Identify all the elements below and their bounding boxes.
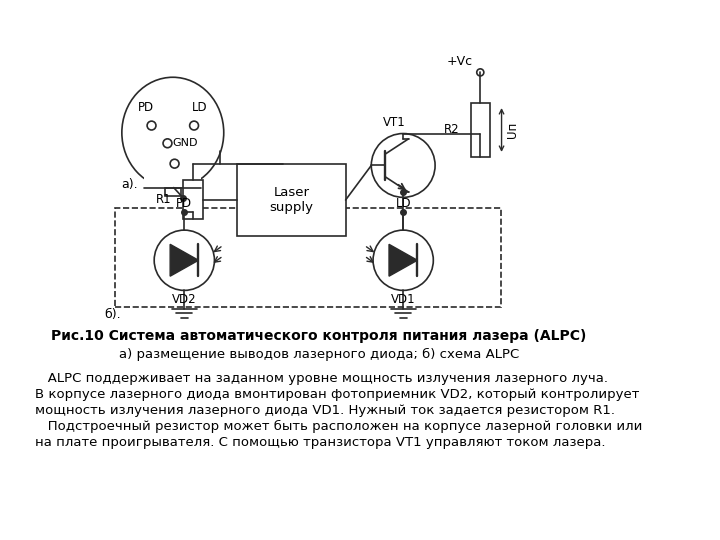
Bar [238, 164, 346, 237]
Text: б).: б). [104, 308, 121, 321]
Text: VD2: VD2 [172, 293, 197, 306]
Bar [471, 103, 490, 157]
Polygon shape [389, 244, 418, 276]
Text: +Vc: +Vc [447, 55, 473, 68]
Bar [145, 177, 201, 193]
Text: а) размещение выводов лазерного диода; б) схема ALPC: а) размещение выводов лазерного диода; б… [119, 348, 519, 361]
Text: LD: LD [192, 102, 207, 114]
Text: мощность излучения лазерного диода VD1. Нужный ток задается резистором R1.: мощность излучения лазерного диода VD1. … [35, 404, 616, 417]
Text: Рис.10 Система автоматического контроля питания лазера (ALPC): Рис.10 Система автоматического контроля … [51, 329, 587, 343]
Text: Подстроечный резистор может быть расположен на корпусе лазерной головки или: Подстроечный резистор может быть располо… [35, 420, 643, 434]
Text: R1: R1 [156, 193, 171, 206]
Circle shape [147, 121, 156, 130]
Text: supply: supply [269, 201, 313, 214]
Text: R2: R2 [444, 124, 459, 137]
Text: VT1: VT1 [383, 117, 405, 130]
Text: на плате проигрывателя. С помощью транзистора VT1 управляют током лазера.: на плате проигрывателя. С помощью транзи… [35, 436, 606, 449]
Bar [165, 187, 181, 197]
Text: Laser: Laser [274, 186, 310, 199]
Text: Uп: Uп [505, 122, 518, 138]
Ellipse shape [154, 230, 215, 291]
Text: VD1: VD1 [391, 293, 415, 306]
Text: PD: PD [138, 102, 154, 114]
Circle shape [163, 139, 172, 148]
Polygon shape [170, 244, 199, 276]
Circle shape [477, 69, 484, 76]
Bar [115, 208, 500, 307]
Text: GND: GND [173, 138, 198, 149]
Ellipse shape [373, 230, 433, 291]
Text: а).: а). [122, 178, 138, 191]
Text: LD: LD [395, 197, 411, 210]
Text: PD: PD [176, 197, 192, 210]
Text: В корпусе лазерного диода вмонтирован фотоприемник VD2, который контролирует: В корпусе лазерного диода вмонтирован фо… [35, 388, 640, 401]
Bar [184, 180, 203, 219]
Text: ALPC поддерживает на заданном уровне мощность излучения лазерного луча.: ALPC поддерживает на заданном уровне мощ… [35, 373, 608, 386]
Circle shape [170, 159, 179, 168]
Circle shape [372, 133, 435, 197]
Ellipse shape [122, 77, 224, 188]
Circle shape [189, 121, 199, 130]
